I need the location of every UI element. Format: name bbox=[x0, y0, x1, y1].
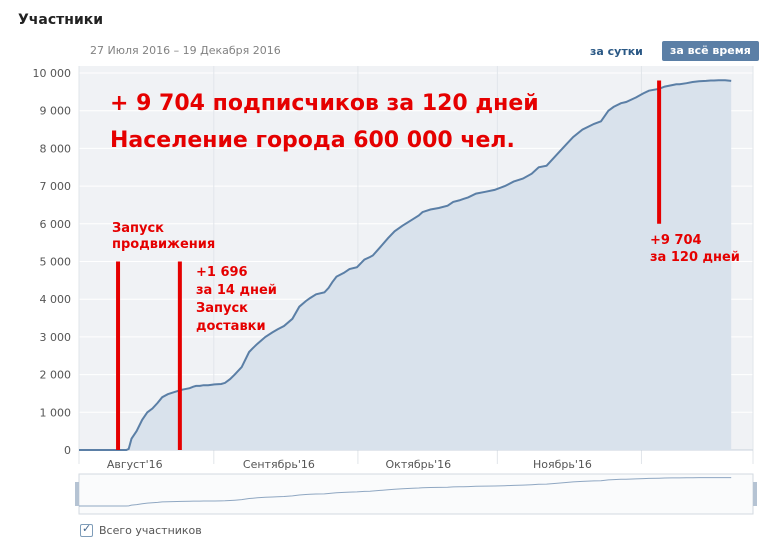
x-tick-label: Октябрь'16 bbox=[386, 458, 452, 471]
y-tick-label: 4 000 bbox=[40, 293, 72, 306]
y-tick-label: 3 000 bbox=[40, 331, 72, 344]
annotation-markers bbox=[116, 80, 662, 450]
period-all-button[interactable]: за всё время bbox=[662, 41, 759, 61]
series-area bbox=[79, 80, 732, 450]
y-tick-label: 5 000 bbox=[40, 256, 72, 269]
legend-label: Всего участников bbox=[99, 524, 202, 537]
date-range-label: 27 Июля 2016 – 19 Декабря 2016 bbox=[90, 44, 281, 57]
navigator-right-handle[interactable] bbox=[753, 482, 757, 506]
period-day-button[interactable]: за сутки bbox=[590, 45, 643, 58]
annotation-delivery-3: Запуск bbox=[196, 301, 248, 316]
y-tick-label: 8 000 bbox=[40, 142, 72, 155]
page-title: Участники bbox=[18, 12, 104, 28]
annotation-delivery-2: за 14 дней bbox=[196, 283, 277, 298]
navigator-line bbox=[79, 477, 732, 507]
annotation-delivery-1: +1 696 bbox=[196, 265, 248, 280]
y-tick-label: 9 000 bbox=[40, 105, 72, 118]
annotation-delivery-4: доставки bbox=[196, 319, 266, 334]
x-axis: Август'16 Сентябрь'16 Октябрь'16 Ноябрь'16 bbox=[107, 458, 592, 471]
x-tick-label: Ноябрь'16 bbox=[533, 458, 592, 471]
x-tick-label: Сентябрь'16 bbox=[243, 458, 315, 471]
series-line bbox=[79, 79, 732, 451]
y-tick-label: 10 000 bbox=[33, 67, 72, 80]
annotation-launch-promo-1: Запуск bbox=[112, 221, 164, 236]
y-tick-label: 2 000 bbox=[40, 369, 72, 382]
navigator-left-handle[interactable] bbox=[75, 482, 79, 506]
navigator[interactable] bbox=[78, 473, 754, 515]
legend-checkbox[interactable] bbox=[80, 522, 93, 537]
annotation-total-1: +9 704 bbox=[650, 233, 702, 248]
headline-2: Население города 600 000 чел. bbox=[110, 128, 515, 153]
y-axis: 0 1 000 2 000 3 000 4 000 5 000 6 000 7 000 8 00… bbox=[33, 67, 72, 457]
headline-1: + 9 704 подписчиков за 120 дней bbox=[110, 91, 539, 116]
members-chart: 0 1 000 2 000 3 000 4 000 5 000 6 000 7 000 8 00… bbox=[33, 66, 757, 515]
annotation-launch-promo-2: продвижения bbox=[112, 237, 215, 252]
x-tick-label: Август'16 bbox=[107, 458, 163, 471]
y-tick-label: 7 000 bbox=[40, 180, 72, 193]
annotation-total-2: за 120 дней bbox=[650, 250, 740, 265]
y-tick-label: 0 bbox=[64, 444, 71, 457]
y-tick-label: 1 000 bbox=[40, 406, 72, 419]
legend[interactable]: Всего участников bbox=[80, 522, 202, 537]
y-tick-label: 6 000 bbox=[40, 218, 72, 231]
